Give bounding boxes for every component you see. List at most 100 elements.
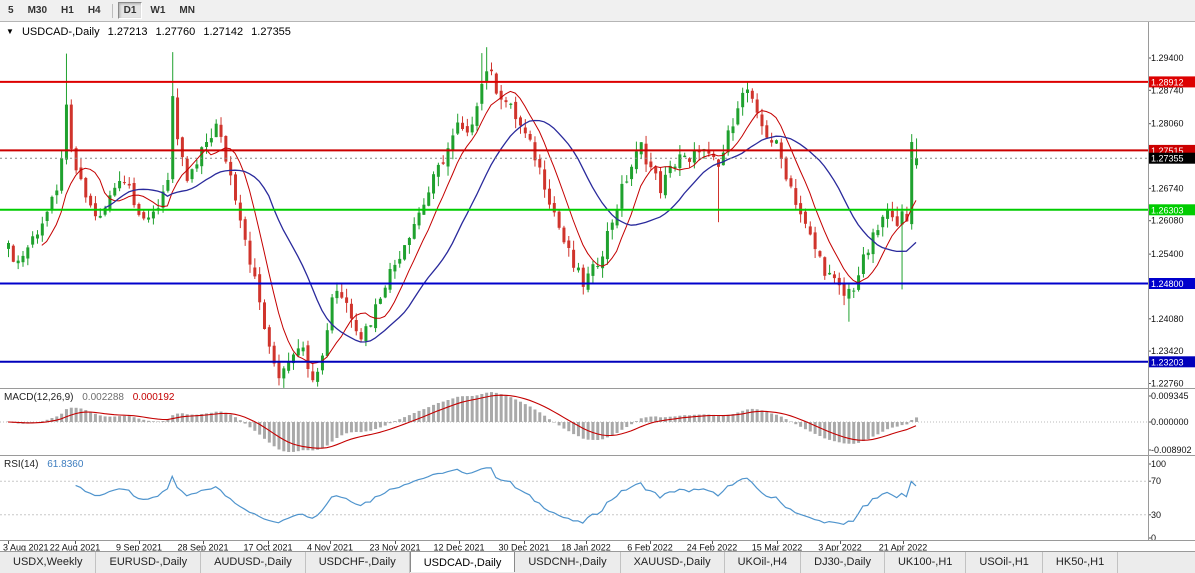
macd-bar — [296, 422, 300, 452]
candle-body — [50, 196, 54, 211]
chart-tab-audusd-daily[interactable]: AUDUSD-,Daily — [201, 552, 306, 573]
chart-dropdown-icon[interactable]: ▼ — [6, 27, 14, 36]
macd-bar — [465, 396, 469, 422]
candle-body — [456, 122, 460, 134]
ma-fast-line — [41, 90, 917, 365]
macd-bar — [552, 422, 556, 423]
macd-bar — [861, 422, 865, 441]
macd-bar — [842, 422, 846, 444]
candle-body — [557, 211, 561, 228]
macd-bar — [166, 419, 170, 422]
macd-bar — [262, 422, 266, 439]
timeframe-button-w1[interactable]: W1 — [150, 5, 166, 16]
macd-bar — [625, 422, 629, 427]
timeframe-button-d1[interactable]: D1 — [117, 2, 143, 19]
candle-body — [465, 126, 469, 133]
candle-body — [161, 191, 165, 208]
price-chart-canvas[interactable]: 1.29400 1.28740 1.28060 1.26740 1.26080 1.254… — [0, 22, 1195, 551]
macd-bar — [127, 416, 131, 422]
macd-bar — [407, 415, 411, 422]
macd-bar — [779, 416, 783, 422]
candle-body — [393, 264, 397, 272]
timeframe-button-m30[interactable]: M30 — [27, 5, 48, 16]
candle-body — [683, 155, 687, 158]
chart-tab-usoil-h1[interactable]: USOil-,H1 — [966, 552, 1043, 573]
time-axis-label: 30 Dec 2021 — [498, 543, 549, 552]
chart-tab-dj30-daily[interactable]: DJ30-,Daily — [801, 552, 885, 573]
macd-bar — [794, 422, 798, 425]
chart-tab-xauusd-daily[interactable]: XAUUSD-,Daily — [621, 552, 725, 573]
candle-body — [601, 256, 605, 269]
candle-body — [277, 362, 281, 379]
macd-axis-label: 0.009345 — [1151, 391, 1189, 401]
chart-tab-bar: USDX,Weekly EURUSD-,Daily AUDUSD-,Daily USD… — [0, 551, 1195, 573]
macd-bar — [721, 415, 725, 422]
candle-body — [84, 178, 88, 198]
candle-body — [784, 157, 788, 180]
macd-bar — [567, 422, 571, 432]
macd-histogram — [7, 392, 919, 452]
candle-body — [765, 125, 769, 138]
macd-bar — [832, 422, 836, 442]
candle-body — [475, 106, 479, 126]
macd-bar — [813, 422, 817, 434]
chart-tab-usdcnh-daily[interactable]: USDCNH-,Daily — [515, 552, 621, 573]
candle-body — [200, 147, 204, 167]
candle-body — [214, 123, 218, 138]
candle-body — [316, 371, 320, 382]
rsi-axis-label: 100 — [1151, 459, 1166, 469]
macd-panel — [0, 392, 1148, 452]
candle-body — [412, 224, 416, 239]
candle-body — [166, 180, 170, 191]
chart-tab-eurusd-daily[interactable]: EURUSD-,Daily — [96, 552, 202, 573]
candle-body — [234, 174, 238, 201]
macd-bar — [784, 419, 788, 422]
candle-body — [383, 287, 387, 298]
macd-bar — [649, 416, 653, 422]
macd-bar — [330, 422, 334, 442]
candle-body — [142, 212, 146, 219]
chart-tab-hk50-h1[interactable]: HK50-,H1 — [1043, 552, 1119, 573]
timeframe-button-5[interactable]: 5 — [8, 5, 14, 16]
macd-bar — [774, 414, 778, 422]
macd-bar — [518, 401, 522, 422]
candle-body — [794, 188, 798, 205]
candle-body — [340, 292, 344, 298]
level-price-tag-text: 1.24800 — [1151, 279, 1184, 289]
macd-bar — [707, 414, 711, 422]
chart-tab-usdcad-daily[interactable]: USDCAD-,Daily — [409, 552, 516, 572]
chart-tab-uk100-h1[interactable]: UK100-,H1 — [885, 552, 967, 573]
candle-body — [552, 203, 556, 213]
macd-bar — [205, 413, 209, 422]
candle-body — [745, 89, 749, 93]
macd-bar — [98, 415, 102, 422]
candle-body — [354, 320, 358, 332]
candle-body — [567, 240, 571, 248]
time-axis-label: 23 Nov 2021 — [369, 543, 420, 552]
macd-bar — [639, 418, 643, 422]
macd-bar — [615, 422, 619, 433]
chart-window: ▼ USDCAD-,Daily 1.27213 1.27760 1.27142 … — [0, 22, 1195, 551]
macd-bar — [364, 422, 368, 432]
candle-body — [494, 73, 498, 94]
chart-background[interactable] — [0, 22, 1195, 551]
time-axis-label: 24 Feb 2022 — [687, 543, 738, 552]
timeframe-button-mn[interactable]: MN — [179, 5, 195, 16]
chart-tab-usdx-weekly[interactable]: USDX,Weekly — [0, 552, 97, 573]
macd-bar — [311, 422, 315, 451]
macd-bar — [451, 398, 455, 422]
ma-slow-line — [104, 119, 917, 343]
macd-bar — [504, 395, 508, 422]
candle-body — [813, 232, 817, 250]
chart-tab-ukoil-h4[interactable]: UKOil-,H4 — [725, 552, 802, 573]
candle-body — [369, 325, 373, 327]
macd-bar — [528, 406, 532, 422]
macd-bar — [736, 412, 740, 422]
candle-body — [586, 273, 590, 290]
candle-body — [26, 247, 30, 259]
timeframe-button-h4[interactable]: H4 — [87, 5, 101, 16]
timeframe-button-h1[interactable]: H1 — [61, 5, 74, 16]
chart-tab-usdchf-daily[interactable]: USDCHF-,Daily — [306, 552, 410, 573]
macd-bar — [229, 414, 233, 422]
macd-bar — [692, 414, 696, 422]
